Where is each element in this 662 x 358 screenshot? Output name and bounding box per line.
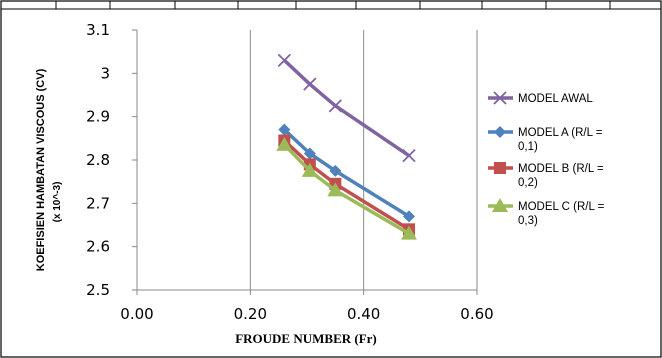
data-point <box>402 149 416 163</box>
data-point <box>493 91 507 105</box>
y-tick-label: 2.6 <box>86 238 110 256</box>
data-point <box>403 210 415 223</box>
y-tick-label: 2.9 <box>86 108 110 126</box>
x-tick-label: 0.60 <box>460 305 493 323</box>
y-tick-label: 2.8 <box>86 151 110 169</box>
data-point <box>303 147 316 160</box>
series-layer <box>276 53 417 240</box>
y-tick-label: 2.5 <box>86 281 110 299</box>
axes <box>132 29 478 295</box>
x-marker-stroke <box>277 53 291 67</box>
x-marker-stroke <box>402 149 416 163</box>
legend-label: MODEL AWAL <box>518 93 593 105</box>
legend-item: MODEL B (R/L = 0,2) <box>488 162 604 189</box>
x-tick-label: 0.20 <box>234 305 267 323</box>
top-table-dividers <box>55 1 611 9</box>
legend-label: MODEL C (R/L = 0,3) <box>518 201 605 227</box>
data-point <box>492 198 508 212</box>
data-point <box>278 123 291 136</box>
data-point <box>328 99 342 113</box>
legend-label: MODEL B (R/L = 0,2) <box>518 163 604 189</box>
data-point <box>401 225 417 240</box>
series-line <box>283 139 410 231</box>
legend-item: MODEL C (R/L = 0,3) <box>488 198 605 227</box>
data-point <box>303 77 317 91</box>
y-axis-title: KOEFISIEN HAMBATAN VISCOUS (CV) <box>35 68 47 271</box>
data-point <box>327 182 344 197</box>
data-point <box>301 162 318 177</box>
x-marker-stroke <box>303 77 317 91</box>
data-point <box>494 162 506 174</box>
grid-lines <box>249 30 478 290</box>
series-3 <box>278 134 415 236</box>
x-tick-label: 0.00 <box>120 305 153 323</box>
legend: MODEL AWAL MODEL A (R/L = 0,1) MODEL B (R/L… <box>488 91 605 227</box>
y-tick-label: 3 <box>100 64 110 82</box>
data-point <box>329 164 342 177</box>
data-point <box>494 126 506 138</box>
series-line <box>283 59 410 158</box>
x-tick-label: 0.40 <box>347 305 380 323</box>
data-point <box>277 53 291 67</box>
x-marker-stroke <box>493 91 507 105</box>
x-axis-title: FROUDE NUMBER (Fr) <box>235 331 377 346</box>
legend-item: MODEL AWAL <box>488 91 593 105</box>
series-4 <box>276 136 417 240</box>
y-axis-unit: (x 10^-3) <box>52 182 63 223</box>
tick-labels: 2.5 2.6 2.7 2.8 2.9 3 3.1 0.00 0.20 0.40 0.60 <box>86 21 494 323</box>
legend-item: MODEL A (R/L = 0,1) <box>488 126 603 153</box>
legend-label: MODEL A (R/L = 0,1) <box>518 127 603 153</box>
series-1 <box>277 53 416 163</box>
series-line <box>283 143 410 236</box>
series-line <box>283 128 410 218</box>
y-tick-label: 2.7 <box>86 194 110 212</box>
y-tick-label: 3.1 <box>86 21 110 39</box>
data-point <box>276 136 293 151</box>
x-marker-stroke <box>328 99 342 113</box>
series-2 <box>278 123 415 223</box>
